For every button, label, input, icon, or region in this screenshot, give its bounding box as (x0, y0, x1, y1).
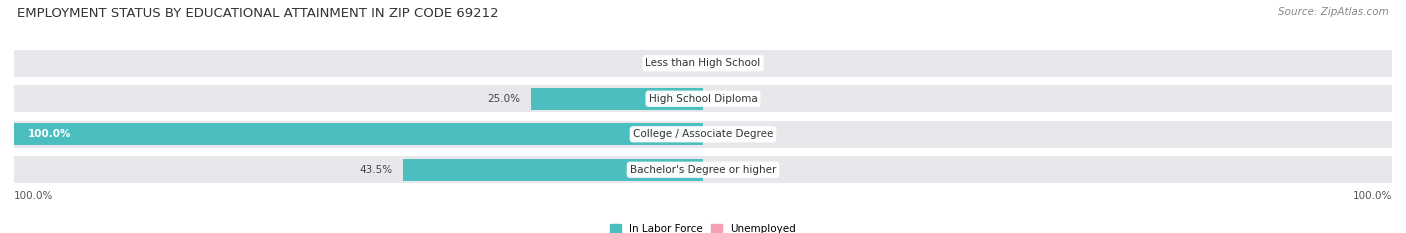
Text: 100.0%: 100.0% (28, 129, 72, 139)
Text: 100.0%: 100.0% (14, 191, 53, 201)
Bar (14, 121, 1392, 148)
Text: 43.5%: 43.5% (360, 165, 392, 175)
Bar (14, 156, 1392, 183)
Text: 0.0%: 0.0% (664, 58, 689, 68)
Bar (531, 88, 703, 110)
Bar (14, 123, 703, 145)
Legend: In Labor Force, Unemployed: In Labor Force, Unemployed (606, 220, 800, 233)
Text: EMPLOYMENT STATUS BY EDUCATIONAL ATTAINMENT IN ZIP CODE 69212: EMPLOYMENT STATUS BY EDUCATIONAL ATTAINM… (17, 7, 499, 20)
Text: 0.0%: 0.0% (713, 165, 740, 175)
Text: 0.0%: 0.0% (713, 94, 740, 104)
Bar (404, 159, 703, 181)
Text: 0.0%: 0.0% (713, 58, 740, 68)
Text: 25.0%: 25.0% (488, 94, 520, 104)
Text: Source: ZipAtlas.com: Source: ZipAtlas.com (1278, 7, 1389, 17)
Text: Bachelor's Degree or higher: Bachelor's Degree or higher (630, 165, 776, 175)
Text: 0.0%: 0.0% (713, 129, 740, 139)
Text: 100.0%: 100.0% (1353, 191, 1392, 201)
Text: Less than High School: Less than High School (645, 58, 761, 68)
Bar (14, 50, 1392, 77)
Bar (14, 85, 1392, 112)
Text: College / Associate Degree: College / Associate Degree (633, 129, 773, 139)
Text: High School Diploma: High School Diploma (648, 94, 758, 104)
